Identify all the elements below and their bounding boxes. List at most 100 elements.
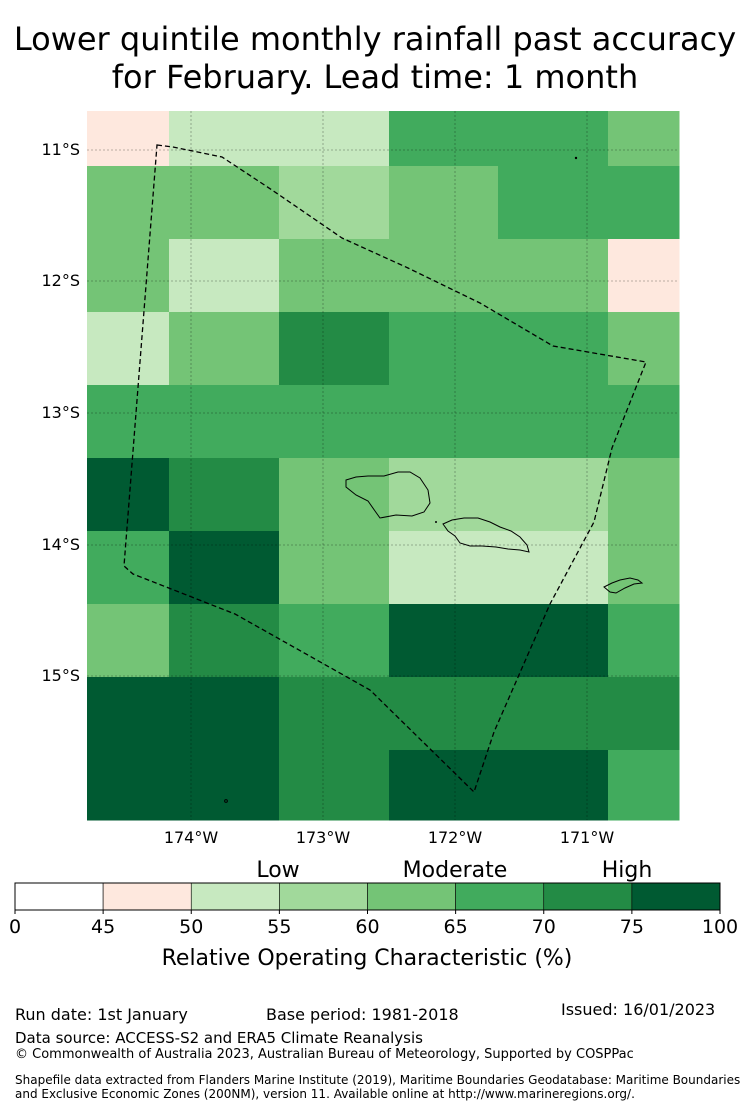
grid-cell <box>279 312 390 386</box>
grid-cell <box>389 166 499 240</box>
grid-cell <box>87 604 170 678</box>
lat-label: 14°S <box>41 535 80 554</box>
roc-grid <box>87 111 680 821</box>
tutuila-island <box>603 577 644 594</box>
colorbar-label: Relative Operating Characteristic (%) <box>162 946 573 971</box>
grid-cell <box>498 604 609 678</box>
grid-cell <box>87 239 170 313</box>
grid-cell <box>389 385 499 459</box>
colorbar-tick-label: 60 <box>355 916 379 938</box>
grid-cell <box>169 166 280 240</box>
colorbar-tick-label: 55 <box>267 916 291 938</box>
colorbar-segment <box>279 882 368 911</box>
grid-cell <box>279 166 390 240</box>
grid-cell <box>169 385 280 459</box>
grid-cell <box>498 458 609 532</box>
grid-cell <box>608 385 680 459</box>
base-period: Base period: 1981-2018 <box>266 1005 459 1024</box>
upolu-island <box>442 517 530 553</box>
grid-cell <box>389 750 499 821</box>
lon-label: 171°W <box>560 828 615 847</box>
run-date: Run date: 1st January <box>15 1005 188 1024</box>
grid-cell <box>498 239 609 313</box>
grid-cell <box>608 239 680 313</box>
grid-cell <box>279 531 390 605</box>
grid-cell <box>498 385 609 459</box>
grid-cell <box>87 166 170 240</box>
grid-cell <box>608 458 680 532</box>
grid-cell <box>279 239 390 313</box>
lat-label: 11°S <box>41 140 80 159</box>
legend-categories: Low Moderate High <box>256 858 652 883</box>
islet-small <box>435 521 437 523</box>
grid-cell <box>87 312 170 386</box>
grid-cell <box>389 531 499 605</box>
grid-cell <box>279 458 390 532</box>
grid-cell <box>389 458 499 532</box>
grid-cell <box>169 750 280 821</box>
map-title: Lower quintile monthly rainfall past acc… <box>0 20 750 96</box>
grid-cell <box>389 111 499 167</box>
grid-cell <box>498 111 609 167</box>
grid-cell <box>498 750 609 821</box>
lon-label: 172°W <box>428 828 483 847</box>
grid-cell <box>608 531 680 605</box>
title-line-2: for February. Lead time: 1 month <box>111 58 639 96</box>
grid-cell <box>608 312 680 386</box>
colorbar-segment <box>190 882 280 911</box>
islet-north <box>574 156 578 160</box>
grid-cell <box>279 677 390 751</box>
colorbar-tick-label: 75 <box>620 916 644 938</box>
grid-cell <box>169 677 280 751</box>
lat-label: 12°S <box>41 271 80 290</box>
colorbar-segment <box>14 882 104 911</box>
grid-cell <box>87 531 170 605</box>
colorbar-tick-label: 45 <box>91 916 115 938</box>
copyright: © Commonwealth of Australia 2023, Austra… <box>15 1047 634 1062</box>
grid-cell <box>608 750 680 821</box>
grid-cell <box>169 239 280 313</box>
lat-label: 13°S <box>41 403 80 422</box>
grid-cell <box>279 385 390 459</box>
grid-cell <box>87 385 170 459</box>
legend-category-moderate: Moderate <box>403 858 508 883</box>
grid-cell <box>169 312 280 386</box>
grid-cell <box>87 458 170 532</box>
grid-cell <box>169 604 280 678</box>
gridlines <box>87 111 679 820</box>
lat-labels: 11°S 12°S 13°S 14°S 15°S <box>41 140 80 685</box>
savaii-island <box>345 471 431 519</box>
colorbar-segment <box>543 882 633 911</box>
legend-category-high: High <box>602 858 653 883</box>
colorbar-tick-label: 70 <box>532 916 556 938</box>
grid-cell <box>498 531 609 605</box>
grid-cell <box>389 312 499 386</box>
grid-cell <box>389 604 499 678</box>
grid-cell <box>87 677 170 751</box>
grid-cell <box>608 677 680 751</box>
grid-cell <box>498 677 609 751</box>
data-source: Data source: ACCESS-S2 and ERA5 Climate … <box>15 1029 423 1047</box>
colorbar-tick-label: 0 <box>9 916 21 938</box>
grid-cell <box>608 166 680 240</box>
grid-cell <box>608 111 680 167</box>
grid-cell <box>87 750 170 821</box>
title-line-1: Lower quintile monthly rainfall past acc… <box>13 20 737 58</box>
shapefile-credit: Shapefile data extracted from Flanders M… <box>15 1073 741 1101</box>
colorbar-ticks: 0 45 50 55 60 65 70 75 100 <box>9 910 738 938</box>
lat-label: 15°S <box>41 666 80 685</box>
lon-label: 173°W <box>296 828 351 847</box>
grid-cell <box>498 166 609 240</box>
lon-labels: 174°W 173°W 172°W 171°W <box>164 828 615 847</box>
colorbar-segment <box>102 882 192 911</box>
islet-south <box>224 799 228 803</box>
colorbar-segment <box>455 882 545 911</box>
grid-cell <box>279 750 390 821</box>
grid-cell <box>87 111 170 167</box>
grid-cell <box>279 604 390 678</box>
grid-cell <box>389 239 499 313</box>
eez-boundary <box>123 144 647 794</box>
colorbar-segment <box>367 882 456 911</box>
grid-cell <box>498 312 609 386</box>
